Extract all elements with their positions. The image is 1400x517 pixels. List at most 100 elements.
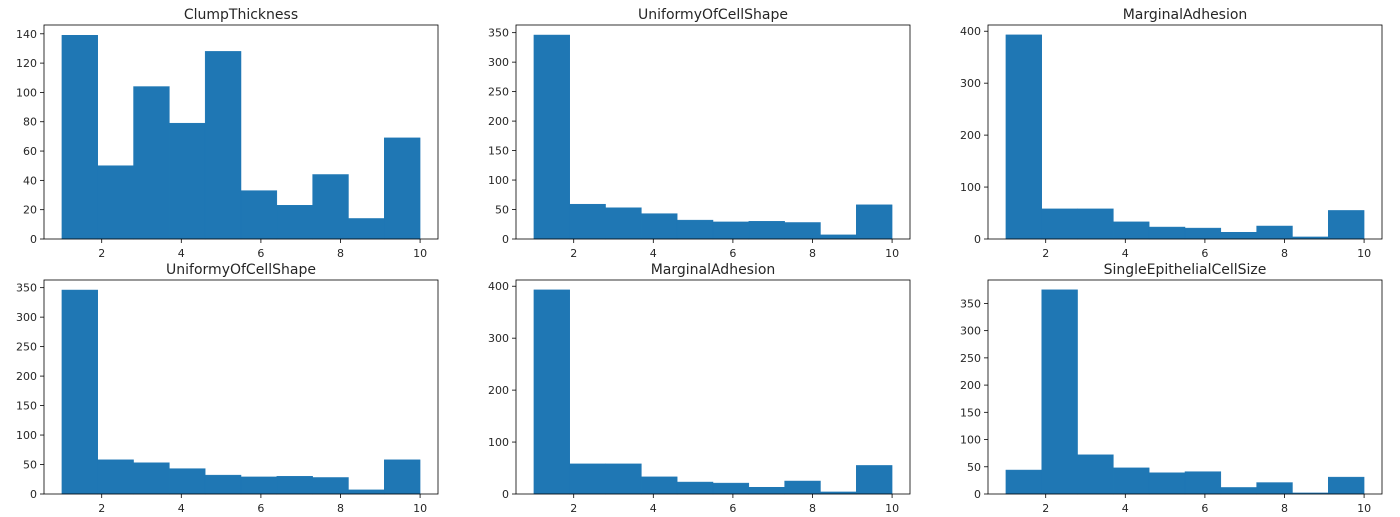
histogram-bar	[712, 221, 750, 240]
x-tick-label: 8	[1281, 502, 1288, 515]
panel-uniformy-of-cell-shape-bottom: 2 4 6 8 10050100150200250300350UniformyOfCel…	[16, 262, 439, 515]
histogram-bar	[1256, 225, 1293, 240]
panel-single-epithelial-cell-size: 2 4 6 8 10050100150200250300350SingleEpithel…	[960, 262, 1383, 515]
histogram-bar	[312, 477, 349, 495]
histogram-bar	[276, 476, 313, 495]
x-tick-label: 10	[413, 502, 427, 515]
x-tick-label: 2	[98, 247, 105, 260]
histogram-bar	[240, 190, 278, 240]
x-tick-label: 4	[178, 247, 185, 260]
x-tick-label: 2	[570, 502, 577, 515]
y-tick-label: 150	[16, 400, 37, 413]
histogram-bar	[1005, 469, 1042, 495]
panel-uniformy-of-cell-shape-top: 2 4 6 8 10050100150200250300350UniformyOfCel…	[488, 7, 911, 260]
y-tick-label: 50	[967, 461, 981, 474]
axes-frame	[987, 279, 1383, 495]
y-tick-label: 50	[23, 459, 37, 472]
panel-title: UniformyOfCellShape	[166, 262, 316, 278]
y-tick-label: 60	[23, 145, 37, 158]
y-tick-label: 0	[974, 233, 981, 246]
x-tick-label: 6	[729, 502, 736, 515]
histogram-bar	[1077, 208, 1114, 240]
y-tick-label: 100	[960, 434, 981, 447]
histogram-bar	[240, 476, 278, 495]
histogram-bar	[641, 213, 678, 240]
x-tick-label: 2	[570, 247, 577, 260]
y-tick-label: 100	[960, 181, 981, 194]
y-tick-label: 200	[16, 370, 37, 383]
histogram-bar	[1220, 487, 1257, 495]
axes-frame	[987, 24, 1383, 240]
y-tick-label: 0	[30, 233, 37, 246]
histogram-bar	[384, 137, 421, 240]
histogram-bar	[569, 203, 606, 240]
panel-title: UniformyOfCellShape	[638, 7, 788, 23]
y-tick-label: 0	[502, 233, 509, 246]
axes-frame	[43, 24, 439, 240]
y-tick-label: 100	[16, 429, 37, 442]
y-tick-label: 0	[502, 488, 509, 501]
x-tick-label: 10	[885, 502, 899, 515]
histogram-bar	[820, 234, 857, 240]
histogram-bar	[712, 482, 750, 495]
histogram-bar	[748, 486, 785, 495]
histogram-bar	[533, 289, 570, 495]
panel-title: MarginalAdhesion	[1123, 7, 1248, 23]
x-tick-label: 8	[337, 502, 344, 515]
histogram-bar	[348, 218, 385, 240]
histogram-bar	[97, 165, 134, 240]
x-tick-label: 4	[650, 502, 657, 515]
histogram-bar	[312, 174, 349, 240]
histogram-bar	[1041, 289, 1078, 495]
y-tick-label: 300	[488, 56, 509, 69]
x-tick-label: 4	[1122, 247, 1129, 260]
y-tick-label: 350	[16, 282, 37, 295]
y-tick-label: 50	[495, 204, 509, 217]
histogram-bar	[384, 459, 421, 495]
y-tick-label: 350	[960, 297, 981, 310]
histogram-bar	[533, 34, 570, 240]
y-tick-label: 400	[488, 280, 509, 293]
y-tick-label: 150	[960, 406, 981, 419]
histogram-bar	[133, 462, 170, 495]
axes-frame	[515, 24, 911, 240]
histogram-bar	[276, 205, 313, 240]
y-tick-label: 250	[488, 86, 509, 99]
histogram-bar	[1328, 476, 1365, 495]
y-tick-label: 100	[488, 436, 509, 449]
y-tick-label: 300	[960, 77, 981, 90]
x-tick-label: 10	[1357, 502, 1371, 515]
y-tick-label: 20	[23, 204, 37, 217]
y-tick-label: 200	[488, 115, 509, 128]
x-tick-label: 2	[1042, 247, 1049, 260]
y-tick-label: 140	[16, 28, 37, 41]
y-tick-label: 80	[23, 116, 37, 129]
histogram-bar	[133, 86, 170, 240]
y-tick-label: 0	[30, 488, 37, 501]
panel-title: SingleEpithelialCellSize	[1104, 262, 1267, 278]
histogram-bar	[1256, 482, 1293, 495]
histogram-bar	[204, 51, 242, 240]
y-tick-label: 300	[16, 311, 37, 324]
y-tick-label: 350	[488, 27, 509, 40]
y-tick-label: 150	[488, 145, 509, 158]
x-tick-label: 2	[1042, 502, 1049, 515]
histogram-bar	[784, 222, 821, 240]
x-tick-label: 6	[1201, 502, 1208, 515]
histogram-bar	[641, 476, 678, 495]
histogram-bar	[169, 122, 206, 240]
y-tick-label: 200	[488, 384, 509, 397]
x-tick-label: 6	[729, 247, 736, 260]
histogram-bar	[605, 207, 642, 240]
x-tick-label: 4	[1122, 502, 1129, 515]
x-tick-label: 2	[98, 502, 105, 515]
histogram-bar	[676, 481, 714, 495]
histogram-bar	[569, 463, 606, 495]
histogram-bar	[97, 459, 134, 495]
y-tick-label: 0	[974, 488, 981, 501]
y-tick-label: 250	[16, 341, 37, 354]
